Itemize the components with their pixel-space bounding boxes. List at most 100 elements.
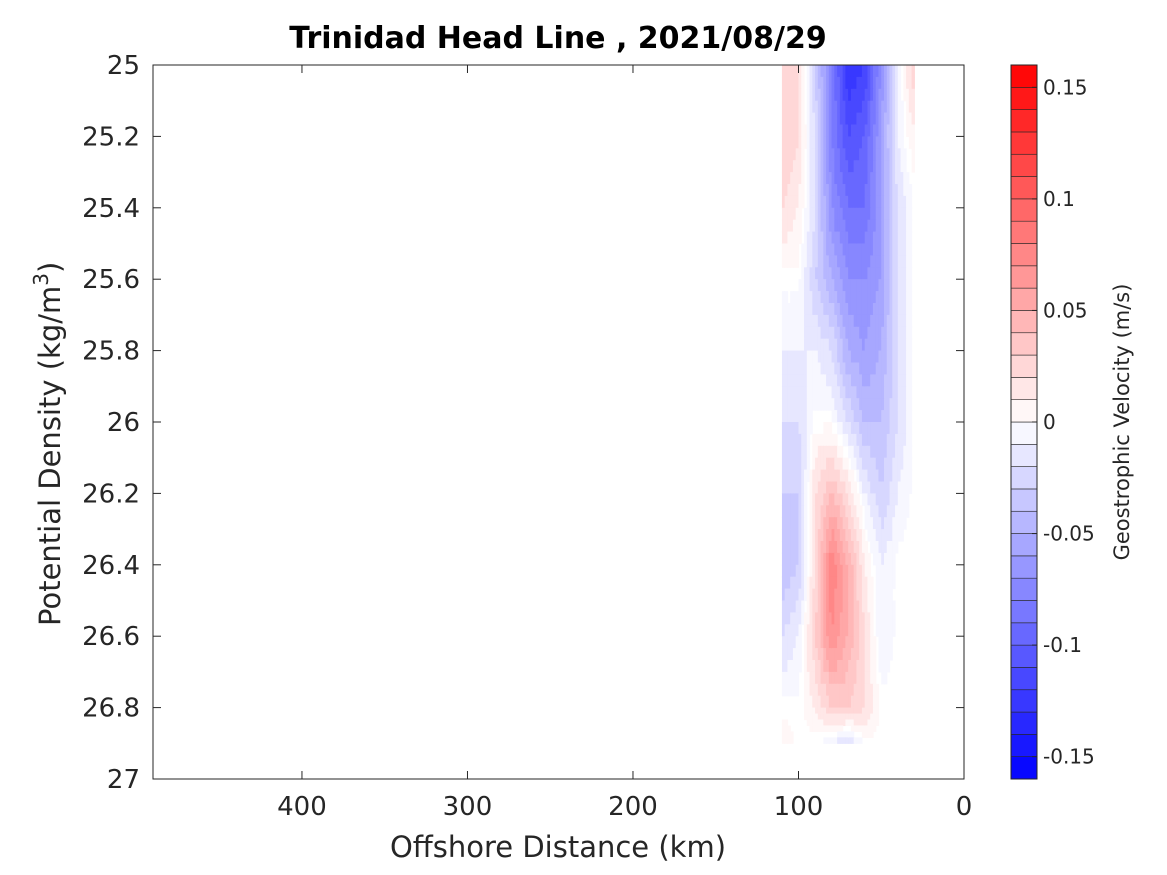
heatmap-cell (859, 136, 863, 149)
colorbar-segment (1010, 622, 1038, 646)
heatmap-cell (878, 410, 882, 423)
heatmap-cell (845, 195, 849, 209)
heatmap-cell (784, 529, 789, 542)
heatmap-cell (806, 314, 811, 328)
heatmap-cell (889, 231, 893, 245)
heatmap-cell (790, 124, 794, 137)
heatmap-cell (889, 255, 893, 268)
heatmap-cell (784, 422, 789, 435)
heatmap-cell (908, 481, 913, 494)
heatmap-cell (820, 576, 824, 590)
heatmap-cell (906, 350, 910, 364)
heatmap-cell (850, 433, 855, 447)
heatmap-cell (812, 541, 816, 554)
heatmap-cell (839, 207, 844, 221)
heatmap-cell (895, 529, 899, 542)
heatmap-cell (878, 541, 882, 554)
heatmap-cell (828, 172, 833, 185)
heatmap-cell (845, 457, 849, 471)
colorbar-segment (1010, 265, 1038, 289)
heatmap-cell (892, 386, 896, 399)
heatmap-cell (856, 648, 860, 661)
heatmap-cell (878, 612, 882, 625)
heatmap-cell (867, 195, 871, 209)
heatmap-cell (850, 612, 855, 625)
heatmap-cell (828, 267, 833, 280)
heatmap-cell (817, 576, 822, 590)
heatmap-cell (861, 76, 866, 90)
heatmap-cell (834, 76, 838, 90)
heatmap-cell (861, 386, 866, 399)
heatmap-cell (817, 88, 822, 102)
heatmap-cell (801, 410, 805, 423)
heatmap-cell (906, 207, 910, 221)
heatmap-cell (911, 100, 915, 114)
heatmap-cell (842, 160, 846, 173)
heatmap-cell (823, 505, 827, 518)
heatmap-cell (856, 326, 860, 340)
heatmap-cell (853, 541, 858, 554)
heatmap-cell (837, 671, 841, 685)
heatmap-cell (834, 326, 838, 340)
heatmap-cell (845, 243, 849, 256)
heatmap-cell (884, 588, 888, 602)
heatmap-cell (831, 350, 835, 364)
heatmap-cell (815, 552, 819, 566)
heatmap-cell (784, 683, 789, 697)
heatmap-cell (886, 362, 891, 375)
heatmap-cell (853, 279, 858, 292)
heatmap-cell (787, 600, 791, 613)
heatmap-cell (837, 695, 841, 709)
heatmap-cell (828, 457, 833, 471)
heatmap-cell (795, 457, 800, 471)
heatmap-cell (801, 279, 805, 292)
heatmap-cell (850, 112, 855, 126)
heatmap-cell (815, 65, 819, 78)
heatmap-cell (861, 374, 866, 387)
heatmap-cell (875, 422, 880, 435)
heatmap-cell (831, 88, 835, 102)
heatmap-cell (804, 207, 808, 221)
heatmap-cell (897, 100, 902, 114)
heatmap-cell (861, 291, 866, 304)
heatmap-cell (875, 695, 880, 709)
heatmap-cell (781, 505, 786, 518)
heatmap-cell (834, 660, 838, 673)
heatmap-cell (848, 386, 852, 399)
heatmap-cell (845, 707, 849, 715)
heatmap-cell (834, 172, 838, 185)
heatmap-cell (889, 564, 893, 578)
heatmap-cell (848, 445, 852, 459)
heatmap-cell (884, 660, 888, 673)
heatmap-cell (826, 683, 830, 697)
heatmap-cell (853, 600, 858, 613)
y-tick-label: 26.8 (82, 694, 140, 724)
heatmap-cell (823, 303, 827, 316)
heatmap-cell (892, 160, 896, 173)
heatmap-cell (848, 291, 852, 304)
heatmap-cell (804, 303, 808, 316)
heatmap-cell (895, 267, 899, 280)
heatmap-cell (781, 588, 786, 602)
heatmap-cell (804, 636, 808, 649)
heatmap-cell (859, 386, 863, 399)
heatmap-cell (859, 255, 863, 268)
heatmap-cell (864, 303, 869, 316)
heatmap-cell (875, 505, 880, 518)
heatmap-cell (861, 683, 866, 697)
heatmap-cell (792, 314, 797, 328)
heatmap-cell (842, 517, 846, 530)
heatmap-cell (798, 386, 802, 399)
heatmap-cell (886, 457, 891, 471)
heatmap-cell (809, 267, 813, 280)
heatmap-cell (889, 291, 893, 304)
heatmap-cell (792, 433, 797, 447)
heatmap-cell (834, 195, 838, 209)
heatmap-cell (787, 148, 791, 161)
heatmap-cell (884, 541, 888, 554)
heatmap-cell (801, 469, 805, 483)
heatmap-cell (878, 279, 882, 292)
heatmap-cell (842, 505, 846, 518)
heatmap-cell (900, 124, 904, 137)
heatmap-cell (781, 410, 786, 423)
